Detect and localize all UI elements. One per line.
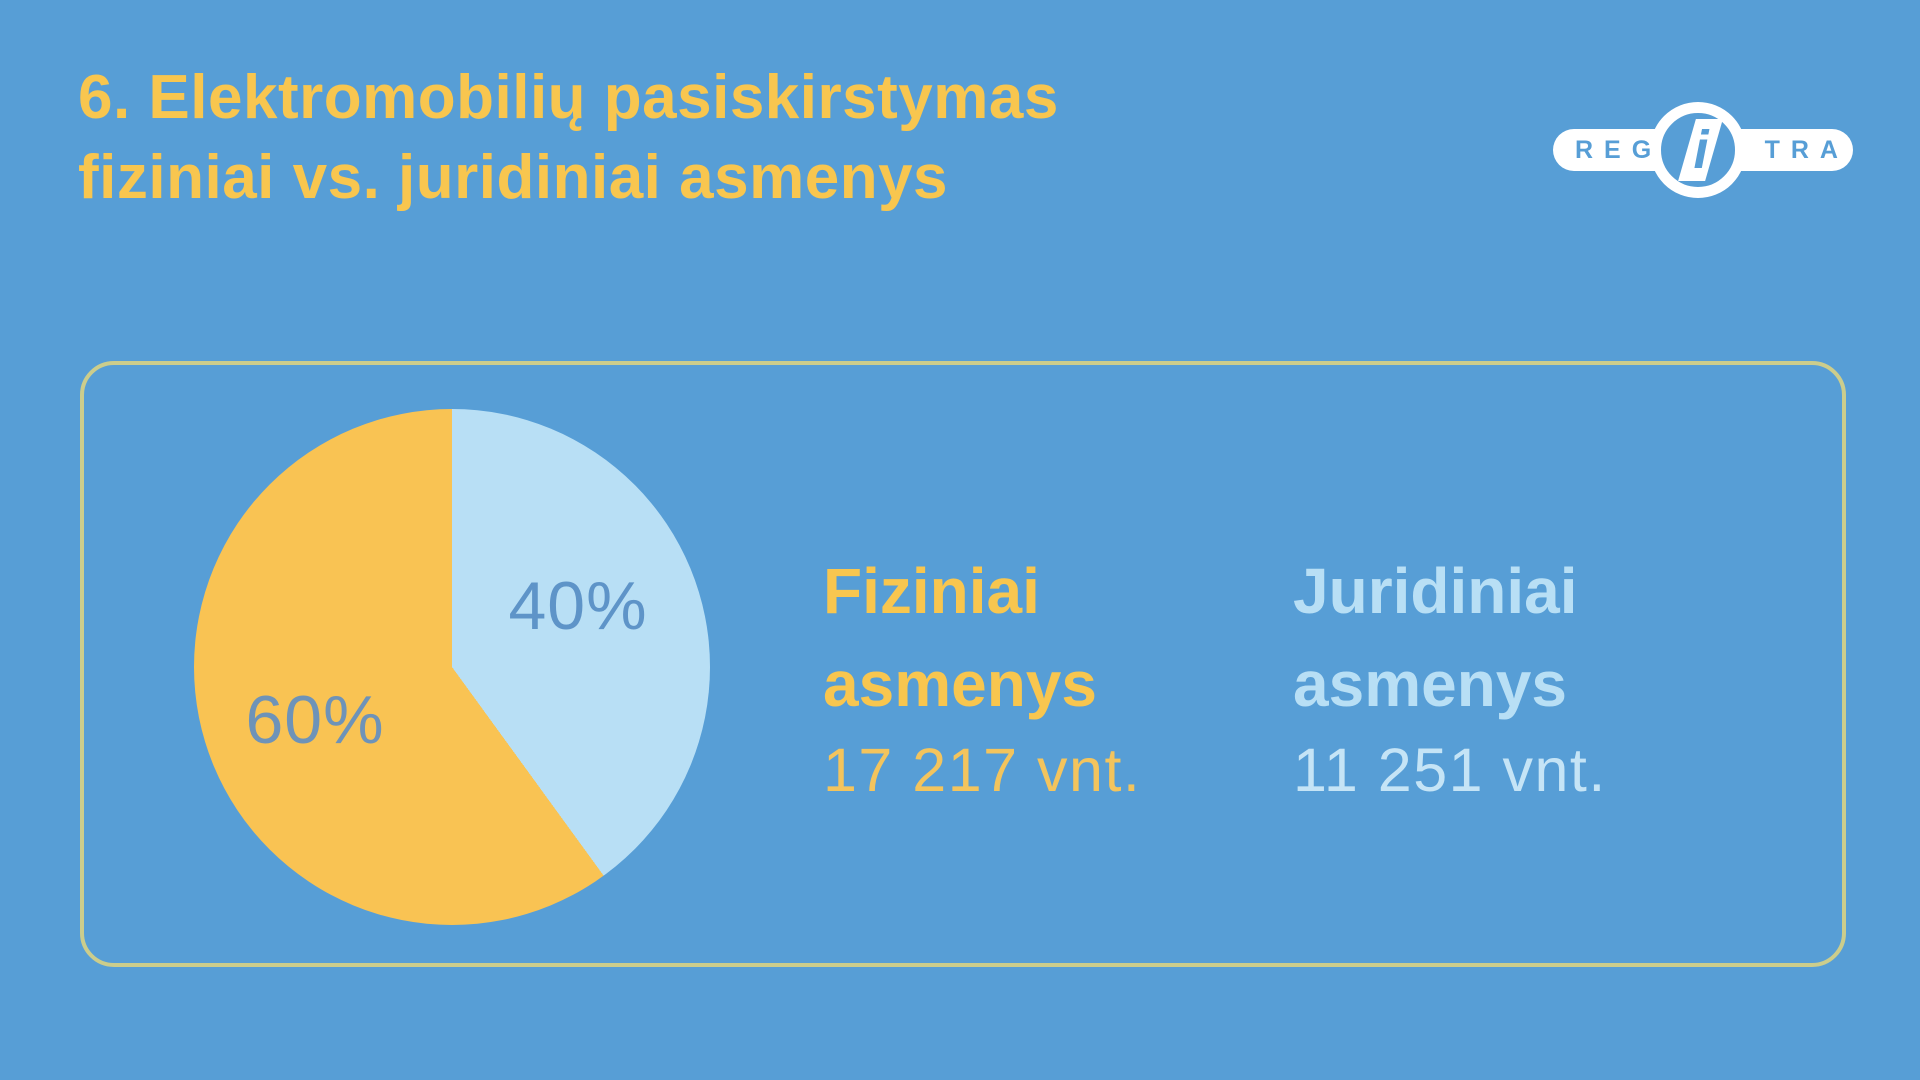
- pie-slice-label-fiziniai: 60%: [245, 682, 385, 758]
- page-title-line1: 6. Elektromobilių pasiskirstymas: [78, 63, 1059, 132]
- legend-fiziniai-title-line2: asmenys: [823, 648, 1097, 720]
- logo-i-icon: i: [1693, 120, 1709, 180]
- page-title-line2: fiziniai vs. juridiniai asmenys: [78, 143, 949, 212]
- legend-fiziniai-title-line1: Fiziniai: [823, 555, 1040, 627]
- logo-ring-icon: [1650, 102, 1746, 198]
- logo-text-reg: REG: [1575, 136, 1663, 164]
- pie-slice-label-juridiniai: 40%: [508, 568, 648, 644]
- pie-chart: [194, 409, 710, 925]
- legend-fiziniai: Fiziniai asmenys 17 217 vnt.: [823, 545, 1141, 805]
- chart-panel: [80, 361, 1846, 967]
- legend-juridiniai-title-line2: asmenys: [1293, 648, 1567, 720]
- legend-fiziniai-title: Fiziniai asmenys: [823, 545, 1141, 731]
- legend-fiziniai-count: 17 217 vnt.: [823, 736, 1142, 804]
- legend-juridiniai-title-line1: Juridiniai: [1293, 555, 1578, 627]
- legend-juridiniai-title: Juridiniai asmenys: [1293, 545, 1607, 731]
- page-title: 6. Elektromobilių pasiskirstymas fizinia…: [78, 58, 1059, 218]
- regitra-logo: REG TRA i: [1553, 100, 1853, 200]
- legend-juridiniai-count: 11 251 vnt.: [1293, 736, 1607, 804]
- logo-text-tra: TRA: [1764, 136, 1849, 164]
- legend-juridiniai: Juridiniai asmenys 11 251 vnt.: [1293, 545, 1607, 805]
